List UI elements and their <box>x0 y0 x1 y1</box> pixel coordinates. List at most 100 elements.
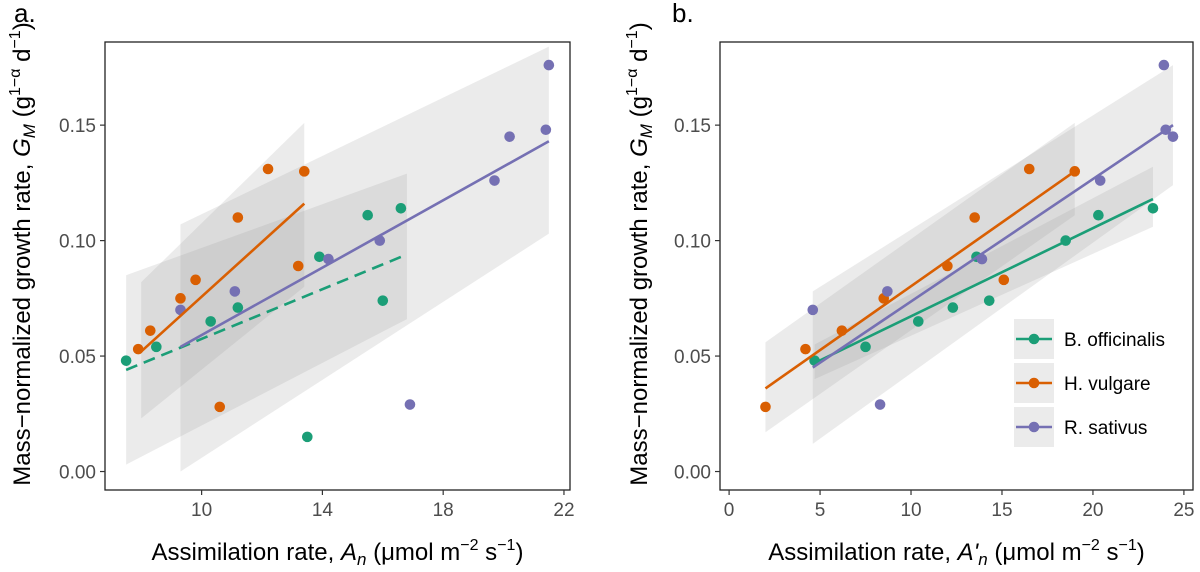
y-axis-title-text: Mass−normalized growth rate, <box>9 157 36 486</box>
data-point-r-sativus <box>874 399 886 410</box>
y-tick-label: 0.05 <box>674 347 711 368</box>
y-axis-title-units: d <box>9 49 36 69</box>
data-point-b-officinalis <box>377 295 389 306</box>
confidence-band-b-officinalis <box>126 173 407 465</box>
x-axis-title-superscript: −2 <box>460 537 478 554</box>
data-point-b-officinalis <box>232 302 244 313</box>
data-point-h-vulgare <box>800 343 811 355</box>
y-tick-label: 0.00 <box>59 463 96 484</box>
y-axis-title: Mass−normalized growth rate, GM (g1−α d−… <box>624 22 656 485</box>
fit-line-b-officinalis <box>125 253 408 372</box>
data-point-h-vulgare <box>262 163 274 175</box>
y-tick-label: 0.05 <box>59 347 96 368</box>
data-point-b-officinalis <box>395 202 407 214</box>
legend-marker-r-sativus <box>1028 421 1040 433</box>
y-tick-label: 0.00 <box>674 463 711 484</box>
confidence-band-r-sativus <box>180 46 549 472</box>
x-tick-label: 20 <box>1082 500 1103 521</box>
x-axis-title-units: s <box>1100 539 1119 566</box>
data-point-b-officinalis <box>314 251 325 263</box>
y-axis-title-units: d <box>626 49 653 69</box>
fit-line-h-vulgare <box>140 202 306 353</box>
panel-b: b. 0.00 0.05 0.10 0.15 0 5 10 15 20 25 Assimilation… <box>624 0 1194 569</box>
x-axis-title-variable: A <box>339 539 357 566</box>
x-axis-title-close: ) <box>1137 539 1145 566</box>
y-axis-title-variable: G <box>626 138 653 157</box>
y-axis-title-superscript: 1−α <box>7 69 24 97</box>
x-tick-label: 10 <box>191 500 212 521</box>
data-point-b-officinalis <box>1147 202 1159 214</box>
y-axis-title-subscript: M <box>20 123 39 138</box>
y-axis-title-subscript: M <box>637 123 656 138</box>
x-axis-title-superscript: −1 <box>1118 537 1136 554</box>
data-point-r-sativus <box>540 124 552 136</box>
legend-marker-h-vulgare <box>1028 377 1040 389</box>
confidence-band-b-officinalis <box>814 166 1153 380</box>
data-point-b-officinalis <box>205 316 216 327</box>
data-point-r-sativus <box>1094 175 1106 186</box>
x-axis-title-text: Assimilation rate, <box>152 539 341 566</box>
x-tick-label: 15 <box>991 500 1012 521</box>
x-tick-label: 25 <box>1173 500 1194 521</box>
x-axis-title-superscript: −1 <box>497 537 515 554</box>
data-point-r-sativus <box>504 131 515 142</box>
y-tick-label: 0.10 <box>59 232 96 253</box>
legend-label-h-vulgare: H. vulgare <box>1064 374 1151 395</box>
confidence-band-r-sativus <box>812 65 1173 444</box>
fit-line-r-sativus <box>812 124 1174 369</box>
y-tick-label: 0.10 <box>674 232 711 253</box>
data-point-r-sativus <box>807 304 819 316</box>
x-axis-title-subscript: n <box>978 550 987 569</box>
legend: B. officinalis H. vulgare R. sativus <box>1012 312 1178 456</box>
x-axis-title-units: (μmol m <box>366 539 460 566</box>
data-point-h-vulgare <box>214 401 226 413</box>
y-axis-title-superscript: −1 <box>624 30 641 48</box>
y-axis-title: Mass−normalized growth rate, GM (g1−α d−… <box>7 22 39 485</box>
data-point-b-officinalis <box>151 341 162 353</box>
y-axis-title-units: (g <box>626 96 653 124</box>
fit-line-b-officinalis <box>814 197 1154 365</box>
data-point-h-vulgare <box>760 401 771 413</box>
y-tick-label: 0.15 <box>674 116 711 137</box>
data-point-h-vulgare <box>190 274 201 286</box>
data-point-h-vulgare <box>298 166 310 177</box>
data-point-r-sativus <box>489 175 500 186</box>
x-tick-label: 0 <box>724 500 735 521</box>
panel-label: b. <box>672 0 694 28</box>
data-point-r-sativus <box>229 286 241 297</box>
data-point-r-sativus <box>543 59 555 71</box>
data-point-r-sativus <box>882 286 893 297</box>
y-axis-title-variable: G <box>9 138 36 157</box>
x-axis-title: Assimilation rate, A'n (μmol m−2 s−1) <box>768 537 1144 569</box>
data-point-r-sativus <box>1158 59 1170 71</box>
x-tick-label: 22 <box>553 500 574 521</box>
confidence-band-h-vulgare <box>765 122 1075 433</box>
data-point-h-vulgare <box>132 343 144 355</box>
y-tick-label: 0.15 <box>59 116 96 137</box>
data-point-b-officinalis <box>302 431 313 443</box>
fit-line-r-sativus <box>179 140 550 348</box>
y-axis-title-superscript: −1 <box>7 30 24 48</box>
data-point-h-vulgare <box>292 260 304 272</box>
legend-marker-b-officinalis <box>1028 333 1040 345</box>
x-tick-label: 18 <box>433 500 454 521</box>
data-point-b-officinalis <box>362 209 373 221</box>
data-point-b-officinalis <box>947 302 959 313</box>
data-point-h-vulgare <box>1023 163 1035 175</box>
x-axis-title-close: ) <box>515 539 523 566</box>
plot-frame <box>719 41 1194 491</box>
y-axis-title-text: Mass−normalized growth rate, <box>626 157 653 486</box>
data-point-h-vulgare <box>144 325 156 336</box>
data-point-h-vulgare <box>232 212 244 223</box>
data-point-b-officinalis <box>860 341 871 353</box>
x-axis-title-units: (μmol m <box>988 539 1082 566</box>
legend-label-r-sativus: R. sativus <box>1064 418 1147 439</box>
y-axis-title-units: (g <box>9 96 36 124</box>
x-tick-label: 14 <box>312 500 334 521</box>
legend-label-b-officinalis: B. officinalis <box>1064 330 1165 351</box>
panel-label: a. <box>14 0 36 28</box>
data-point-b-officinalis <box>983 295 995 306</box>
data-point-r-sativus <box>1167 131 1179 142</box>
data-point-b-officinalis <box>912 316 924 327</box>
